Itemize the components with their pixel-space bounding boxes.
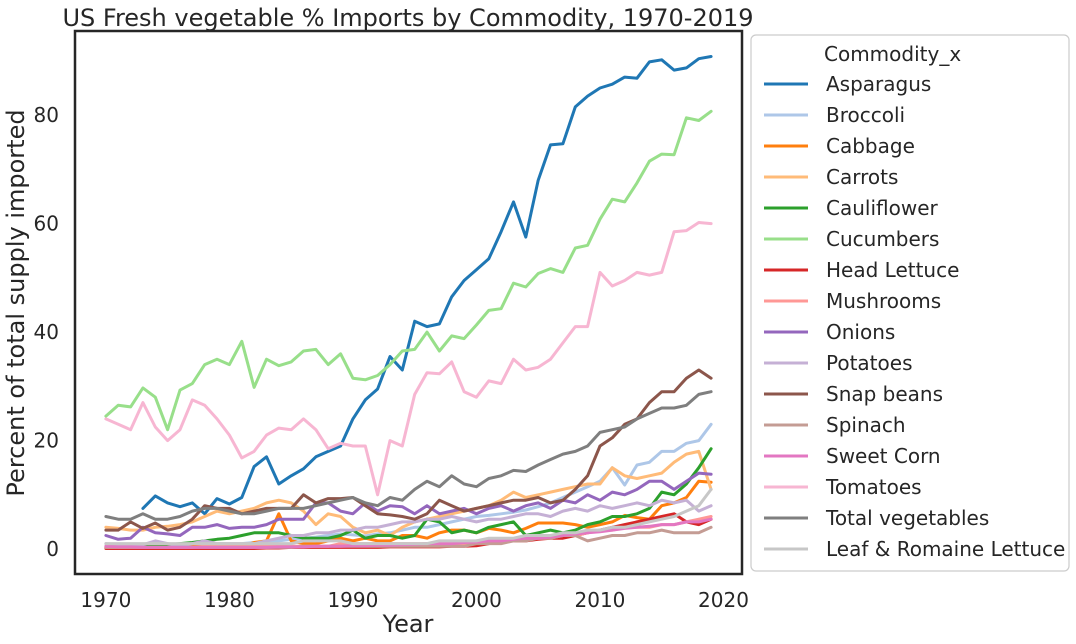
legend-item-carrots: Carrots xyxy=(764,165,898,189)
x-tick-label: 2000 xyxy=(451,588,502,612)
series-line-tomatoes xyxy=(104,221,713,497)
legend-item-cucumbers: Cucumbers xyxy=(764,227,939,251)
x-tick-label: 1980 xyxy=(204,588,255,612)
y-tick-label: 0 xyxy=(46,537,59,561)
legend-label: Tomatoes xyxy=(825,475,922,499)
y-axis-ticks: 0 20 40 60 80 xyxy=(34,103,59,561)
legend-item-cabbage: Cabbage xyxy=(764,134,915,158)
legend-item-cauliflower: Cauliflower xyxy=(764,196,939,220)
legend-label: Asparagus xyxy=(826,72,931,96)
legend-items: Asparagus Broccoli Cabbage Carrots Cauliflow… xyxy=(764,72,1065,561)
legend-label: Mushrooms xyxy=(826,289,941,313)
series-line-cucumbers xyxy=(104,109,713,432)
legend-label: Potatoes xyxy=(826,351,912,375)
legend-label: Cucumbers xyxy=(826,227,939,251)
plot-lines xyxy=(104,55,713,550)
legend-item-spinach: Spinach xyxy=(764,413,906,437)
legend-label: Total vegetables xyxy=(825,506,989,530)
legend-label: Sweet Corn xyxy=(826,444,941,468)
y-tick-label: 60 xyxy=(34,212,59,236)
series-line-leaf-romaine-lettuce xyxy=(104,487,713,546)
legend-label: Carrots xyxy=(826,165,898,189)
series-line-onions xyxy=(104,471,713,541)
legend-label: Onions xyxy=(826,320,895,344)
legend-label: Cauliflower xyxy=(826,196,939,220)
legend-item-head-lettuce: Head Lettuce xyxy=(764,258,959,282)
y-axis-label: Percent of total supply imported xyxy=(2,109,30,496)
series-line-total-vegetables xyxy=(104,390,713,521)
x-axis-ticks: 1970 1980 1990 2000 2010 2020 xyxy=(80,588,748,612)
legend-item-total-vegetables: Total vegetables xyxy=(764,506,989,530)
legend: Commodity_x Asparagus Broccoli Cabbage Carr… xyxy=(750,34,1070,572)
y-tick-label: 80 xyxy=(34,103,59,127)
y-tick-label: 20 xyxy=(34,429,59,453)
legend-title: Commodity_x xyxy=(824,42,961,66)
series-line-snap-beans xyxy=(104,368,713,532)
legend-item-leaf-romaine-lettuce: Leaf & Romaine Lettuce xyxy=(764,537,1065,561)
legend-item-tomatoes: Tomatoes xyxy=(764,475,922,499)
y-tick-label: 40 xyxy=(34,320,59,344)
legend-item-asparagus: Asparagus xyxy=(764,72,931,96)
plot-frame xyxy=(73,29,744,576)
legend-item-broccoli: Broccoli xyxy=(764,103,905,127)
legend-item-sweet-corn: Sweet Corn xyxy=(764,444,941,468)
x-tick-label: 2010 xyxy=(575,588,626,612)
legend-item-potatoes: Potatoes xyxy=(764,351,912,375)
legend-label: Broccoli xyxy=(826,103,905,127)
x-axis-label: Year xyxy=(382,610,434,638)
series-line-asparagus xyxy=(141,55,713,516)
x-tick-label: 2020 xyxy=(698,588,749,612)
legend-frame xyxy=(750,34,1070,572)
legend-label: Leaf & Romaine Lettuce xyxy=(826,537,1065,561)
legend-item-snap-beans: Snap beans xyxy=(764,382,943,406)
legend-label: Head Lettuce xyxy=(826,258,959,282)
legend-item-mushrooms: Mushrooms xyxy=(764,289,941,313)
legend-label: Cabbage xyxy=(826,134,915,158)
legend-label: Spinach xyxy=(826,413,906,437)
legend-item-onions: Onions xyxy=(764,320,895,344)
chart-title: US Fresh vegetable % Imports by Commodit… xyxy=(62,4,753,32)
series-line-carrots xyxy=(104,449,713,537)
series-line-potatoes xyxy=(104,498,713,548)
legend-label: Snap beans xyxy=(826,382,943,406)
x-tick-label: 1970 xyxy=(80,588,131,612)
x-tick-label: 1990 xyxy=(327,588,378,612)
